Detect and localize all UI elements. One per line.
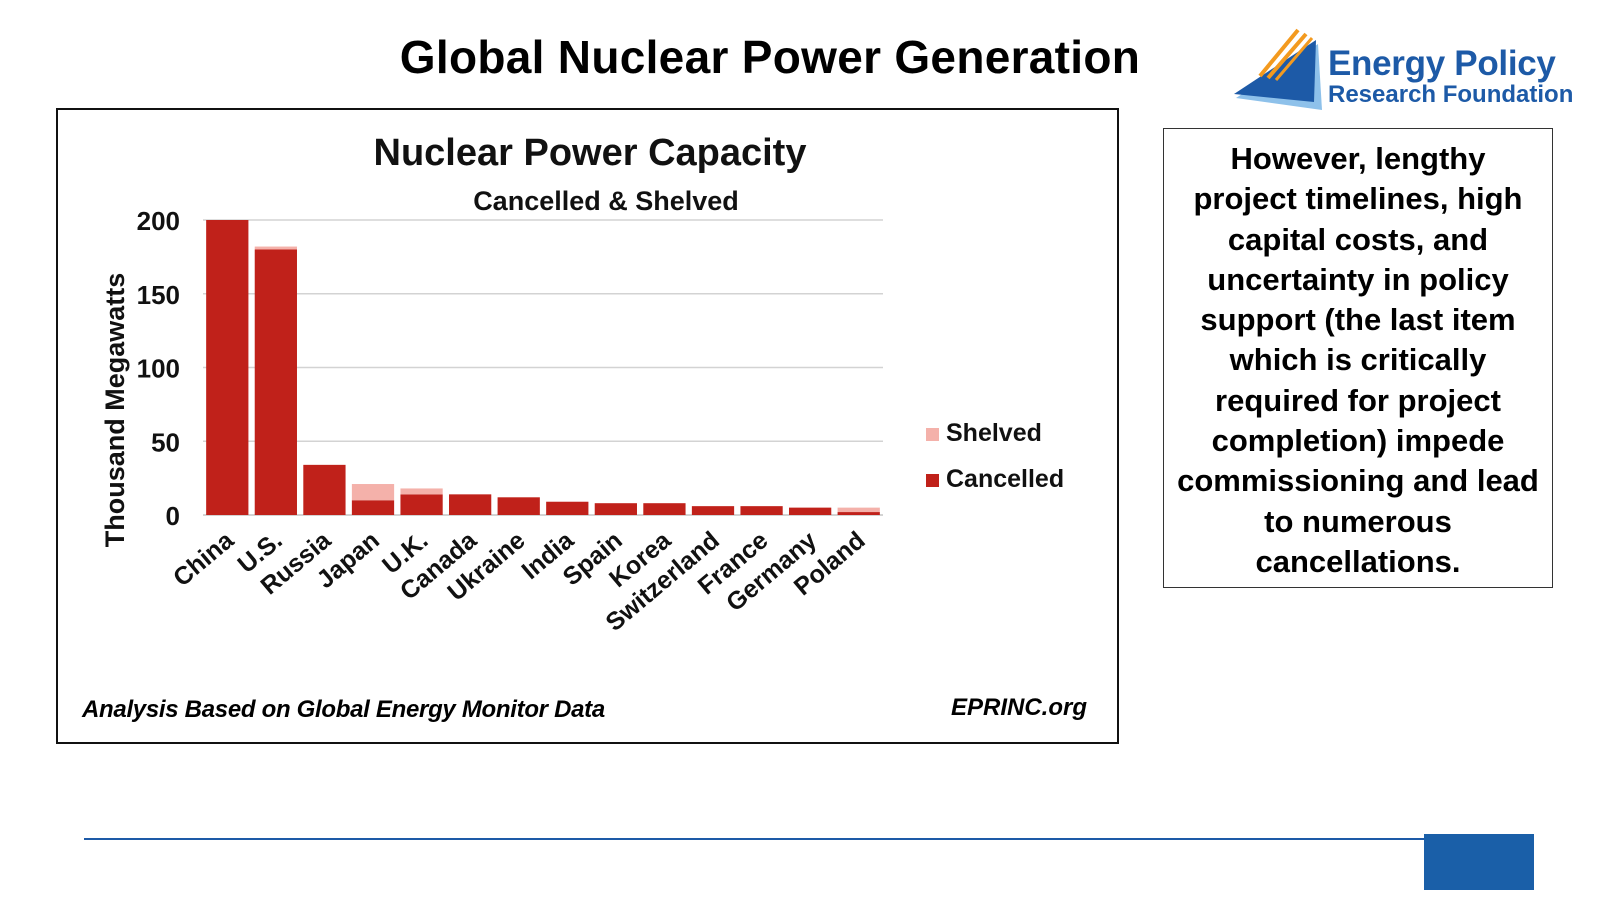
footer-rule (84, 838, 1424, 840)
page-title: Global Nuclear Power Generation (399, 31, 1141, 83)
commentary-box: However, lengthy project timelines, high… (1163, 128, 1553, 588)
bar-shelved (254, 246, 297, 250)
bar-cancelled (643, 503, 686, 515)
bar-cancelled (497, 497, 540, 515)
bar-cancelled (740, 506, 783, 515)
bar-cancelled (449, 494, 492, 515)
chart-site-label: EPRINC.org (950, 694, 1087, 721)
y-tick-label: 0 (166, 501, 180, 531)
legend-swatch-cancelled (926, 474, 939, 487)
bar-shelved (400, 488, 443, 495)
bar-shelved (837, 507, 880, 513)
y-tick-label: 50 (151, 427, 180, 457)
y-tick-label: 150 (137, 280, 180, 310)
y-axis-label: Thousand Megawatts (100, 273, 130, 548)
legend-label-shelved: Shelved (946, 419, 1042, 447)
chart-title: Nuclear Power Capacity (374, 132, 807, 174)
bar-cancelled (789, 507, 832, 515)
legend-swatch-shelved (926, 428, 939, 441)
bar-cancelled (594, 503, 637, 515)
chart: Nuclear Power Capacity Cancelled & Shelv… (100, 132, 1064, 637)
x-tick-label: China (168, 525, 240, 592)
bar-shelved (351, 484, 395, 501)
bar-cancelled (400, 494, 443, 515)
footer-block (1424, 834, 1534, 890)
bar-cancelled (351, 500, 395, 515)
legend-label-cancelled: Cancelled (946, 465, 1064, 493)
bar-cancelled (206, 220, 249, 515)
y-tick-label: 200 (137, 206, 180, 236)
chart-subtitle: Cancelled & Shelved (473, 186, 739, 216)
bar-cancelled (303, 464, 346, 515)
logo-subtitle: Research Foundation (1328, 81, 1574, 108)
bar-cancelled (691, 506, 735, 515)
logo-title: Energy Policy (1328, 44, 1556, 83)
y-tick-label: 100 (137, 354, 180, 384)
commentary-text: However, lengthy project timelines, high… (1177, 141, 1539, 579)
logo-mark-icon (1234, 28, 1322, 110)
bar-cancelled (254, 249, 297, 515)
bar-cancelled (546, 501, 589, 515)
bar-cancelled (837, 512, 880, 515)
chart-panel: Nuclear Power Capacity Cancelled & Shelv… (56, 108, 1119, 744)
logo: Energy Policy Research Foundation (1232, 24, 1592, 114)
chart-source-note: Analysis Based on Global Energy Monitor … (82, 696, 605, 723)
